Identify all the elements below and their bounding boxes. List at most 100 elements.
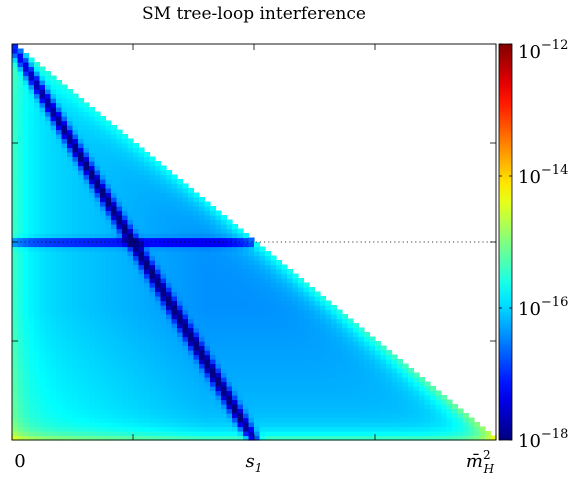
heatmap-cell (17, 219, 24, 225)
heatmap-cell (160, 188, 167, 194)
heatmap-cell (94, 111, 101, 117)
heatmap-cell (380, 345, 387, 351)
heatmap-cell (105, 215, 112, 221)
heatmap-cell (28, 372, 35, 378)
heatmap-cell (138, 399, 145, 405)
heatmap-cell (122, 246, 129, 252)
heatmap-cell (188, 300, 195, 306)
heatmap-cell (375, 359, 382, 365)
heatmap-cell (232, 408, 239, 414)
heatmap-cell (45, 435, 52, 441)
heatmap-cell (133, 237, 140, 243)
heatmap-cell (259, 278, 266, 284)
heatmap-cell (116, 138, 123, 144)
heatmap-cell (281, 386, 288, 392)
heatmap-cell (210, 305, 217, 311)
heatmap-cell (116, 390, 123, 396)
heatmap-cell (105, 174, 112, 180)
heatmap-cell (204, 323, 211, 329)
heatmap-cell (303, 350, 310, 356)
heatmap-cell (177, 201, 184, 207)
heatmap-cell (144, 183, 151, 189)
heatmap-cell (50, 269, 57, 275)
heatmap-cell (248, 350, 255, 356)
heatmap-cell (127, 237, 134, 243)
heatmap-cell (160, 174, 167, 180)
heatmap-cell (369, 341, 376, 347)
heatmap-cell (133, 201, 140, 207)
heatmap-cell (353, 354, 360, 360)
heatmap-cell (72, 120, 79, 126)
heatmap-cell (127, 408, 134, 414)
heatmap-cell (17, 71, 24, 77)
heatmap-cell (171, 300, 178, 306)
heatmap-cell (210, 219, 217, 225)
heatmap-cell (50, 278, 57, 284)
heatmap-cell (177, 233, 184, 239)
heatmap-cell (39, 273, 46, 279)
heatmap-cell (17, 359, 24, 365)
heatmap-cell (254, 422, 261, 428)
heatmap-cell (419, 413, 426, 419)
heatmap-cell (39, 242, 46, 248)
heatmap-cell (171, 381, 178, 387)
heatmap-cell (386, 417, 393, 423)
heatmap-cell (182, 413, 189, 419)
heatmap-cell (94, 386, 101, 392)
heatmap-cell (160, 228, 167, 234)
heatmap-cell (34, 291, 41, 297)
heatmap-cell (61, 152, 68, 158)
heatmap-cell (78, 129, 85, 135)
heatmap-cell (474, 431, 481, 437)
heatmap-cell (259, 395, 266, 401)
heatmap-cell (281, 390, 288, 396)
heatmap-cell (309, 287, 316, 293)
heatmap-cell (12, 57, 19, 63)
heatmap-cell (50, 201, 57, 207)
heatmap-cell (116, 242, 123, 248)
heatmap-cell (12, 323, 19, 329)
heatmap-cell (83, 264, 90, 270)
heatmap-cell (122, 413, 129, 419)
heatmap-cell (182, 404, 189, 410)
heatmap-cell (83, 255, 90, 261)
heatmap-cell (28, 291, 35, 297)
heatmap-cell (386, 435, 393, 441)
heatmap-cell (149, 156, 156, 162)
heatmap-cell (122, 165, 129, 171)
heatmap-cell (39, 93, 46, 99)
heatmap-cell (94, 287, 101, 293)
heatmap-cell (105, 129, 112, 135)
heatmap-cell (100, 237, 107, 243)
heatmap-cell (28, 327, 35, 333)
heatmap-cell (424, 390, 431, 396)
heatmap-cell (78, 269, 85, 275)
heatmap-cell (39, 287, 46, 293)
heatmap-cell (254, 296, 261, 302)
heatmap-cell (331, 314, 338, 320)
heatmap-cell (149, 246, 156, 252)
heatmap-cell (144, 390, 151, 396)
heatmap-cell (94, 129, 101, 135)
heatmap-cell (171, 282, 178, 288)
heatmap-cell (320, 426, 327, 432)
heatmap-cell (144, 206, 151, 212)
heatmap-cell (50, 80, 57, 86)
heatmap-cell (67, 129, 74, 135)
heatmap-cell (452, 413, 459, 419)
heatmap-cell (160, 219, 167, 225)
heatmap-cell (94, 156, 101, 162)
heatmap-cell (347, 327, 354, 333)
heatmap-cell (83, 246, 90, 252)
heatmap-cell (281, 354, 288, 360)
heatmap-cell (105, 237, 112, 243)
heatmap-cell (83, 219, 90, 225)
heatmap-cell (122, 291, 129, 297)
heatmap-cell (199, 341, 206, 347)
heatmap-cell (221, 219, 228, 225)
heatmap-cell (331, 341, 338, 347)
heatmap-cell (270, 386, 277, 392)
heatmap-cell (380, 354, 387, 360)
heatmap-cell (89, 219, 96, 225)
